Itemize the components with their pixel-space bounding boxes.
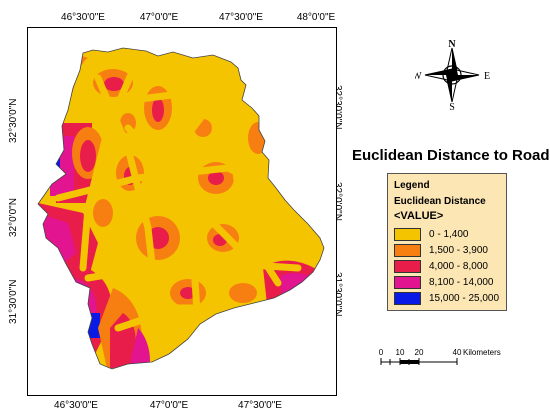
legend-item-label: 8,100 - 14,000 [429,276,494,288]
legend-item-label: 1,500 - 3,900 [429,244,488,256]
north-arrow: N S W E [412,39,490,113]
legend-item-label: 15,000 - 25,000 [429,292,500,304]
legend-swatch [394,275,421,289]
legend-item-label: 4,000 - 8,000 [429,260,488,272]
legend-swatch [394,227,421,241]
scale-label: 0 [379,348,384,357]
legend-item: 4,000 - 8,000 [394,259,488,273]
left-tick-label: 32°30'0"N [8,98,19,144]
map-title: Euclidean Distance to Roads [352,147,550,164]
scale-label: 40 [453,348,462,357]
study-area-boundary [37,47,325,370]
legend-item: 0 - 1,400 [394,227,469,241]
scale-bar: 0 10 20 40 Kilometers [376,346,516,368]
north-label: N [448,40,456,50]
legend-item: 8,100 - 14,000 [394,275,494,289]
legend-value-label: <VALUE> [394,210,444,222]
bottom-tick-label: 46°30'0"E [54,400,98,411]
legend-title: Legend [394,180,430,191]
legend-item: 15,000 - 25,000 [394,291,500,305]
south-label: S [449,102,455,110]
bottom-tick-label: 47°30'0"E [238,400,282,411]
scale-label: 20 [415,348,424,357]
left-tick-label: 32°0'0"N [8,198,19,237]
legend-item-label: 0 - 1,400 [429,228,469,240]
east-label: E [484,71,490,82]
top-tick-label: 47°30'0"E [219,12,263,23]
top-tick-label: 47°0'0"E [139,12,179,23]
left-tick-label: 31°30'0"N [8,279,19,325]
scale-unit: Kilometers [463,348,501,357]
legend-box: Legend Euclidean Distance <VALUE> 0 - 1,… [387,173,507,311]
legend-item: 1,500 - 3,900 [394,243,488,257]
compass-rose-icon: N S W E [412,39,490,113]
scale-bar-graphic: 0 10 20 40 Kilometers [379,348,501,365]
map-frame [27,27,337,396]
legend-swatch [394,243,421,257]
top-tick-label: 46°30'0"E [61,12,105,23]
legend-field-name: Euclidean Distance [394,196,486,207]
top-tick-label: 48°0'0"E [296,12,336,23]
legend-swatch [394,291,421,305]
bottom-tick-label: 47°0'0"E [149,400,189,411]
distance-raster-map [37,47,325,370]
legend-swatch [394,259,421,273]
scale-label: 10 [396,348,405,357]
west-label: W [415,71,422,82]
